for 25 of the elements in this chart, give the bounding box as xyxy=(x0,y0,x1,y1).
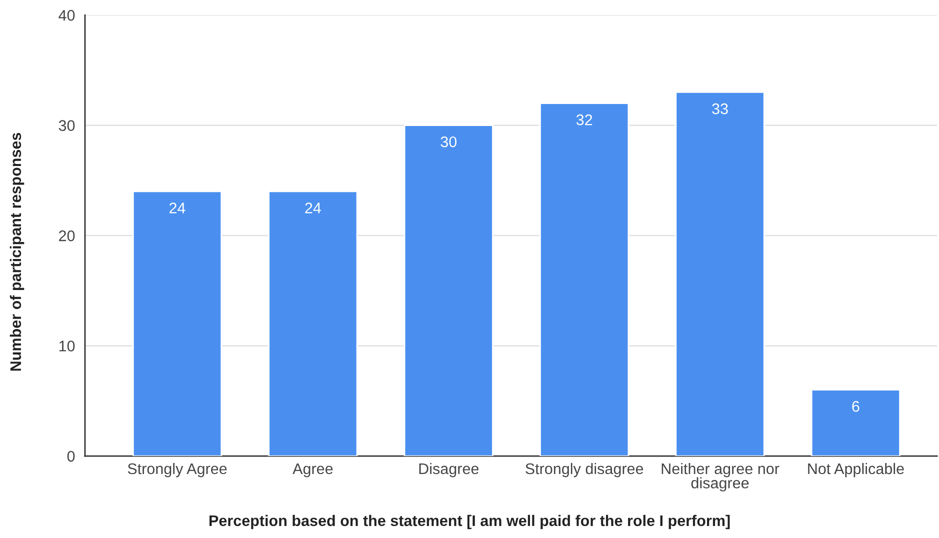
bar xyxy=(675,92,765,456)
data-label: 33 xyxy=(712,103,728,114)
x-tick-label: Strongly disagree xyxy=(526,462,644,478)
data-label: 24 xyxy=(305,202,321,214)
data-label: 6 xyxy=(852,401,860,412)
bar xyxy=(268,190,358,456)
y-tick-label: 0 xyxy=(67,450,75,462)
y-tick-label: 40 xyxy=(58,10,75,21)
bar xyxy=(810,389,900,456)
x-tick-label: Strongly Agree xyxy=(128,462,227,478)
y-tick-label: 30 xyxy=(58,120,75,131)
data-label: 30 xyxy=(440,136,457,148)
bar xyxy=(404,124,494,456)
y-axis-title: Number of participant responses xyxy=(10,132,24,371)
data-label: 24 xyxy=(170,202,186,214)
x-tick-label: Not Applicable xyxy=(808,462,904,478)
x-tick-label: Agree xyxy=(292,464,333,478)
x-axis-title: Perception based on the statement [I am well paid for the role I perform] xyxy=(209,514,730,530)
x-tick-label: Neither agree nor disagree xyxy=(662,462,780,492)
data-label: 32 xyxy=(576,114,592,126)
y-tick-label: 10 xyxy=(59,340,75,352)
x-tick-label: Disagree xyxy=(419,462,479,478)
bar xyxy=(540,102,630,456)
y-tick-label: 20 xyxy=(59,230,75,242)
bar xyxy=(132,190,222,456)
